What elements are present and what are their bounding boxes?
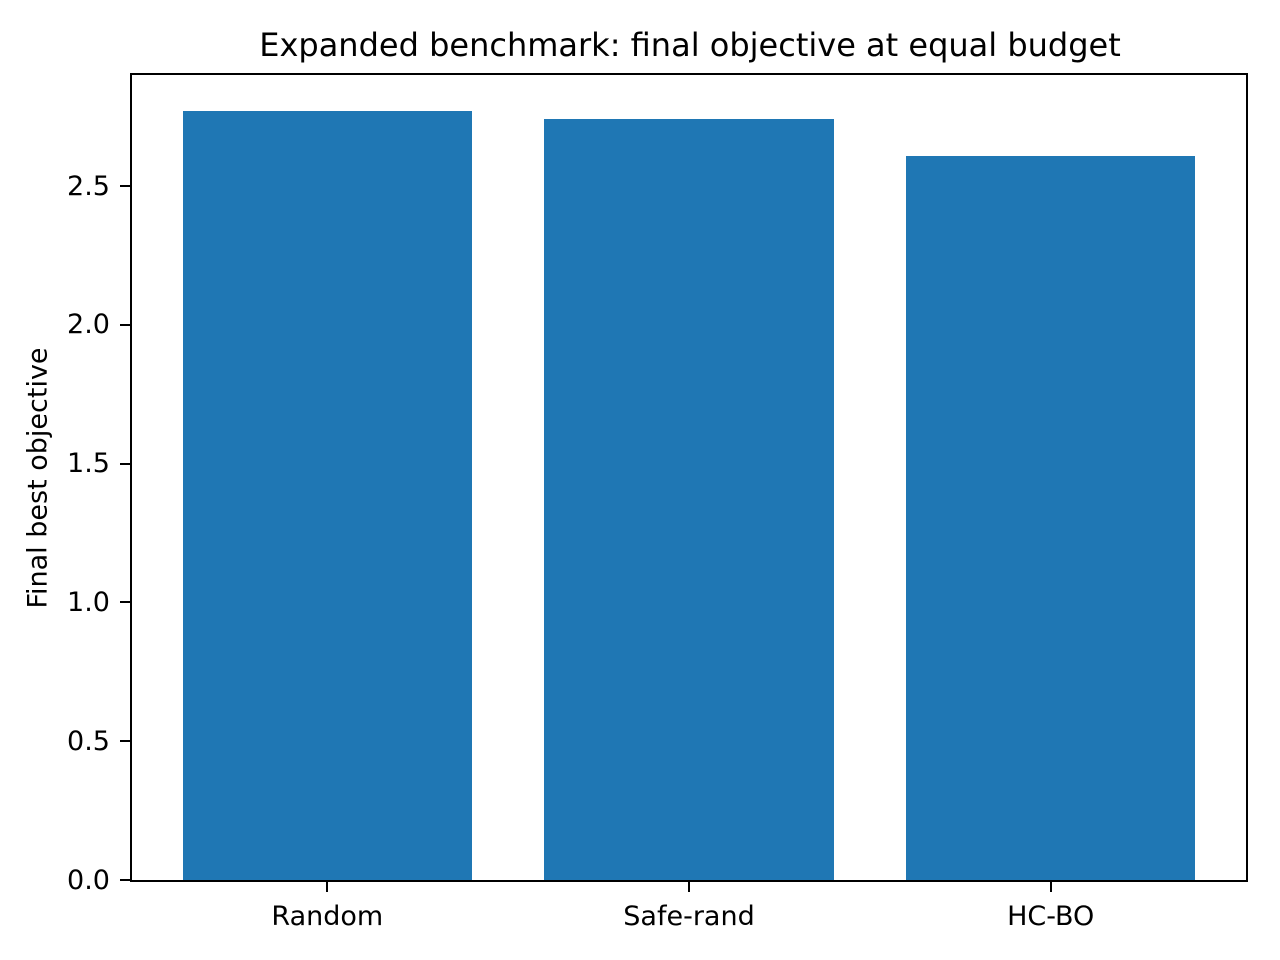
plot-area: Random Safe-rand HC-BO 0.0 0.5 1.0 1.5 2.0 2.5: [67, 73, 1248, 932]
bar-safe-rand: [544, 119, 834, 880]
y-tick-mark: [120, 185, 130, 188]
x-tick-mark: [1049, 882, 1052, 892]
x-tick-label: HC-BO: [1007, 901, 1095, 932]
x-tick-mark: [326, 882, 329, 892]
y-tick-label: 2.0: [67, 309, 110, 341]
bar-random: [182, 111, 472, 880]
y-tick-mark: [120, 462, 130, 465]
y-tick-mark: [120, 323, 130, 326]
x-tick-label: Safe-rand: [623, 901, 755, 932]
x-tick-label: Random: [271, 901, 384, 932]
y-tick-label: 0.0: [67, 864, 110, 896]
y-axis-label: Final best objective: [22, 347, 54, 609]
y-tick-mark: [120, 601, 130, 604]
y-tick-mark: [120, 879, 130, 881]
bar-hc-bo: [906, 155, 1196, 880]
y-tick-label: 1.0: [67, 586, 110, 618]
x-tick-mark: [688, 882, 690, 892]
y-tick-label: 2.5: [67, 170, 110, 202]
y-tick-label: 0.5: [67, 725, 110, 757]
y-tick-label: 1.5: [67, 448, 110, 480]
chart-title: Expanded benchmark: final objective at e…: [259, 26, 1121, 64]
y-tick-mark: [120, 740, 130, 743]
